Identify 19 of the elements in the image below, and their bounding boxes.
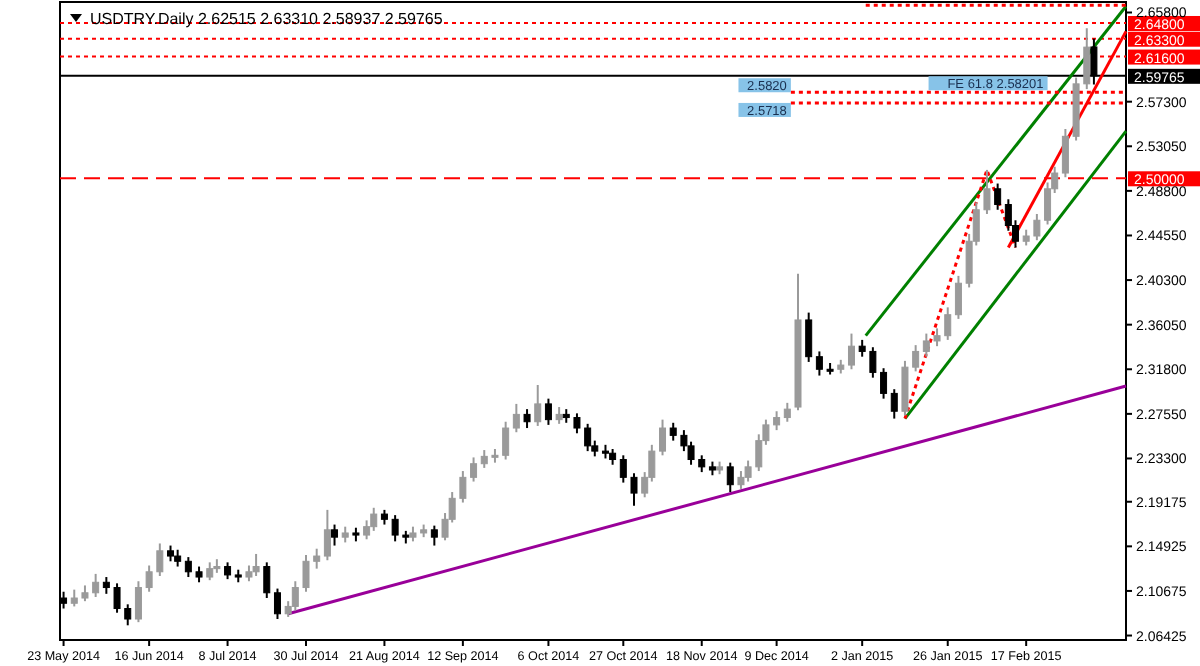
candlestick xyxy=(783,401,791,423)
candlestick xyxy=(659,418,667,457)
candlestick xyxy=(994,182,1002,211)
candlestick xyxy=(512,402,520,434)
candlestick xyxy=(370,506,378,532)
candlestick xyxy=(323,508,331,562)
candlestick xyxy=(534,384,542,427)
candlestick xyxy=(331,523,339,547)
candlestick xyxy=(847,332,855,371)
candlestick xyxy=(430,524,438,547)
candlestick xyxy=(726,461,734,494)
candlestick xyxy=(805,311,813,363)
candlestick xyxy=(263,561,271,600)
candlestick xyxy=(273,587,281,621)
candlestick xyxy=(890,388,898,420)
candlestick xyxy=(544,397,552,426)
text: USDTRY.Daily 2.62515 2.63310 2.58937 2.59765 xyxy=(90,10,444,28)
candlestick xyxy=(252,552,260,577)
candlestick xyxy=(523,408,531,430)
